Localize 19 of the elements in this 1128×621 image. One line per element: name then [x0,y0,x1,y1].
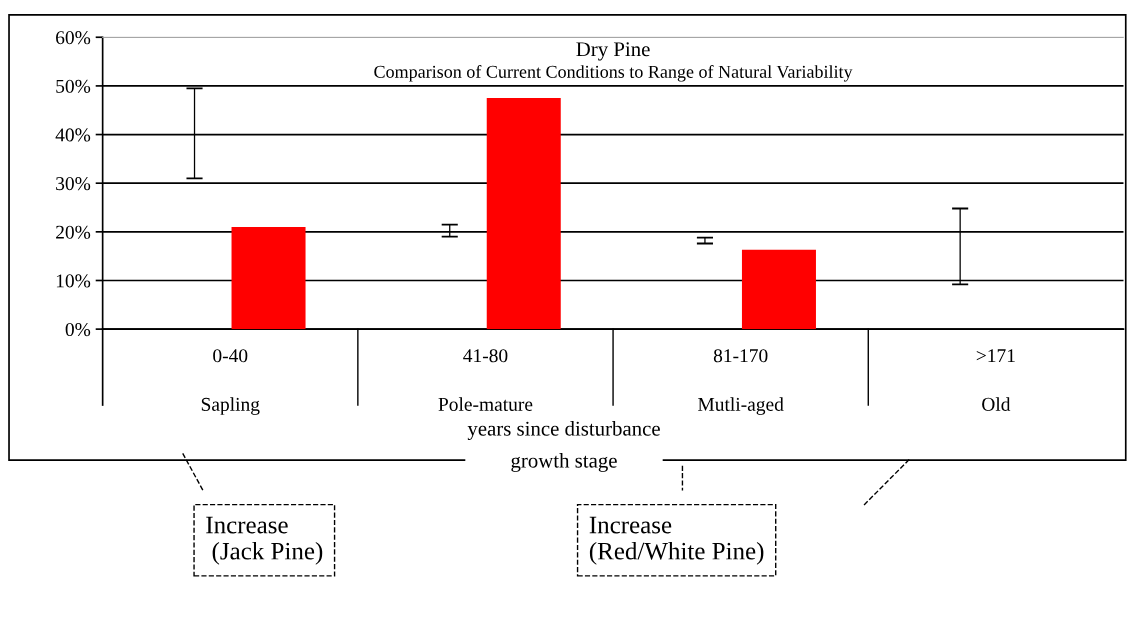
y-tick-label: 40% [55,128,91,142]
category-label: 41-80 Pole-mature [438,349,533,411]
y-tick-label: 10% [56,274,91,288]
bar [231,226,306,330]
category-label: 81-170 Mutli-aged [698,349,784,415]
text: Increase (Jack Pine) [206,516,323,565]
y-tick-label: 60% [56,31,91,45]
chart-title: Dry Pine [576,42,650,61]
y-tick-label: 30% [56,177,91,191]
x-axis-title: years since disturbance growth stage [467,421,660,472]
category-label: 0-40 Sapling [201,349,260,415]
y-tick-label: 0% [65,322,91,337]
bar [486,98,561,330]
bar [741,249,816,330]
text: Comparison of Current Conditions to Range of Natural Variability [374,64,853,82]
text: Increase (Red/White Pine) [589,516,764,565]
y-tick-label: 50% [56,79,91,93]
y-tick-label: 20% [56,225,91,239]
category-label: >171 Old [976,349,1015,411]
